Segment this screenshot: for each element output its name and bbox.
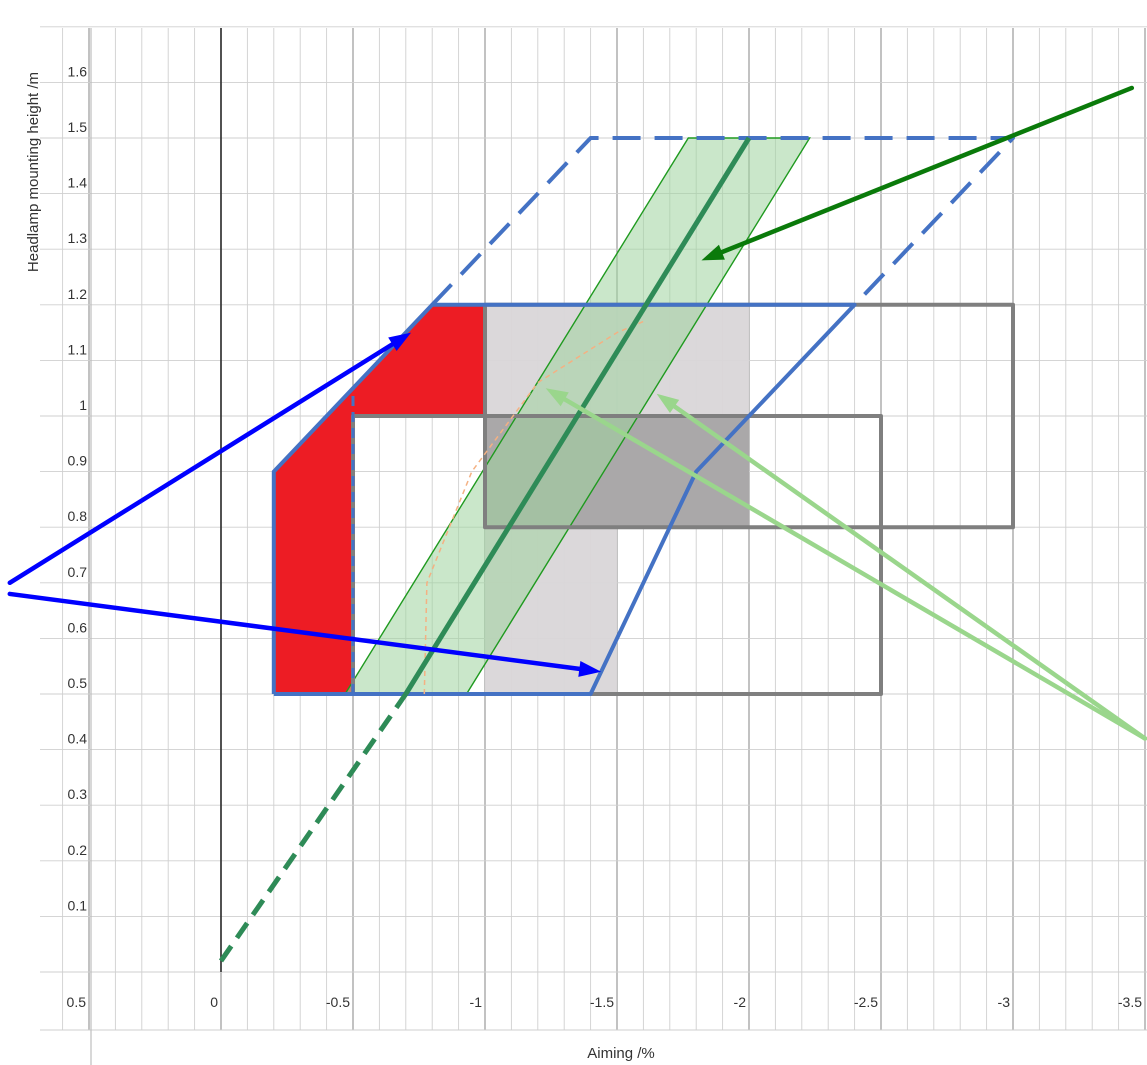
y-tick-label: 0.6 <box>68 619 88 635</box>
grey-rect-wide <box>351 414 883 696</box>
x-tick-label: 0 <box>210 994 218 1010</box>
y-tick-label: 1.5 <box>68 119 88 135</box>
y-tick-label: 0.3 <box>68 786 88 802</box>
x-tick-label: -0.5 <box>326 994 350 1010</box>
orange-dashed-curve <box>423 320 644 695</box>
y-tick-label: 1 <box>79 397 87 413</box>
y-tick-label: 0.1 <box>68 897 88 913</box>
chart-grid <box>40 26 1147 1031</box>
y-tick-labels: 0.1 0.2 0.3 0.4 0.5 0.6 0.7 0.8 0.9 1 1.1 1.2 1.3 1.4… <box>68 63 88 913</box>
y-tick-label: 1.3 <box>68 230 88 246</box>
y-tick-label: 0.5 <box>68 675 88 691</box>
x-tick-label: 0.5 <box>67 994 87 1010</box>
blue-dashed-extension <box>430 136 1015 307</box>
y-tick-label: 0.9 <box>68 453 88 469</box>
chart-arrows <box>7 85 1147 741</box>
blue-arrow-upper-head <box>388 332 412 352</box>
y-tick-label: 1.6 <box>68 63 88 79</box>
light-green-arrow-left-shaft <box>562 397 1147 741</box>
y-tick-label: 0.4 <box>68 731 88 747</box>
light-green-arrow-right-head <box>656 393 680 413</box>
red-area-lower <box>273 388 353 694</box>
y-tick-label: 0.8 <box>68 508 88 524</box>
chart-lines <box>218 136 1015 963</box>
x-tick-label: -1.5 <box>590 994 614 1010</box>
light-green-arrow-left-head <box>545 388 569 407</box>
y-tick-label: 1.2 <box>68 286 88 302</box>
blue-arrow-upper-shaft <box>7 341 395 586</box>
x-tick-label: -2 <box>734 994 747 1010</box>
dark-green-arrow-head <box>701 244 725 261</box>
chart-axes <box>90 28 222 1065</box>
dark-green-arrow-shaft <box>719 85 1135 255</box>
light-green-arrow-right-shaft <box>672 404 1147 741</box>
blue-arrow-lower-shaft <box>7 591 582 672</box>
y-tick-label: 1.4 <box>68 175 88 191</box>
y-axis-title: Headlamp mounting height /m <box>25 72 42 272</box>
x-tick-labels: 0.5 0 -0.5 -1 -1.5 -2 -2.5 -3 -3.5 <box>67 994 1143 1010</box>
x-tick-label: -3 <box>998 994 1011 1010</box>
blue-arrow-lower-head <box>578 660 602 677</box>
red-area-upper <box>353 304 485 416</box>
dark-green-dashed-line <box>218 692 408 963</box>
x-tick-label: -2.5 <box>854 994 878 1010</box>
x-axis-title: Aiming /% <box>587 1045 655 1062</box>
y-tick-label: 0.7 <box>68 564 88 580</box>
x-tick-label: -3.5 <box>1118 994 1142 1010</box>
y-tick-label: 1.1 <box>68 341 88 357</box>
x-tick-label: -1 <box>470 994 483 1010</box>
y-tick-label: 0.2 <box>68 842 88 858</box>
dark-green-solid-line <box>403 136 752 696</box>
